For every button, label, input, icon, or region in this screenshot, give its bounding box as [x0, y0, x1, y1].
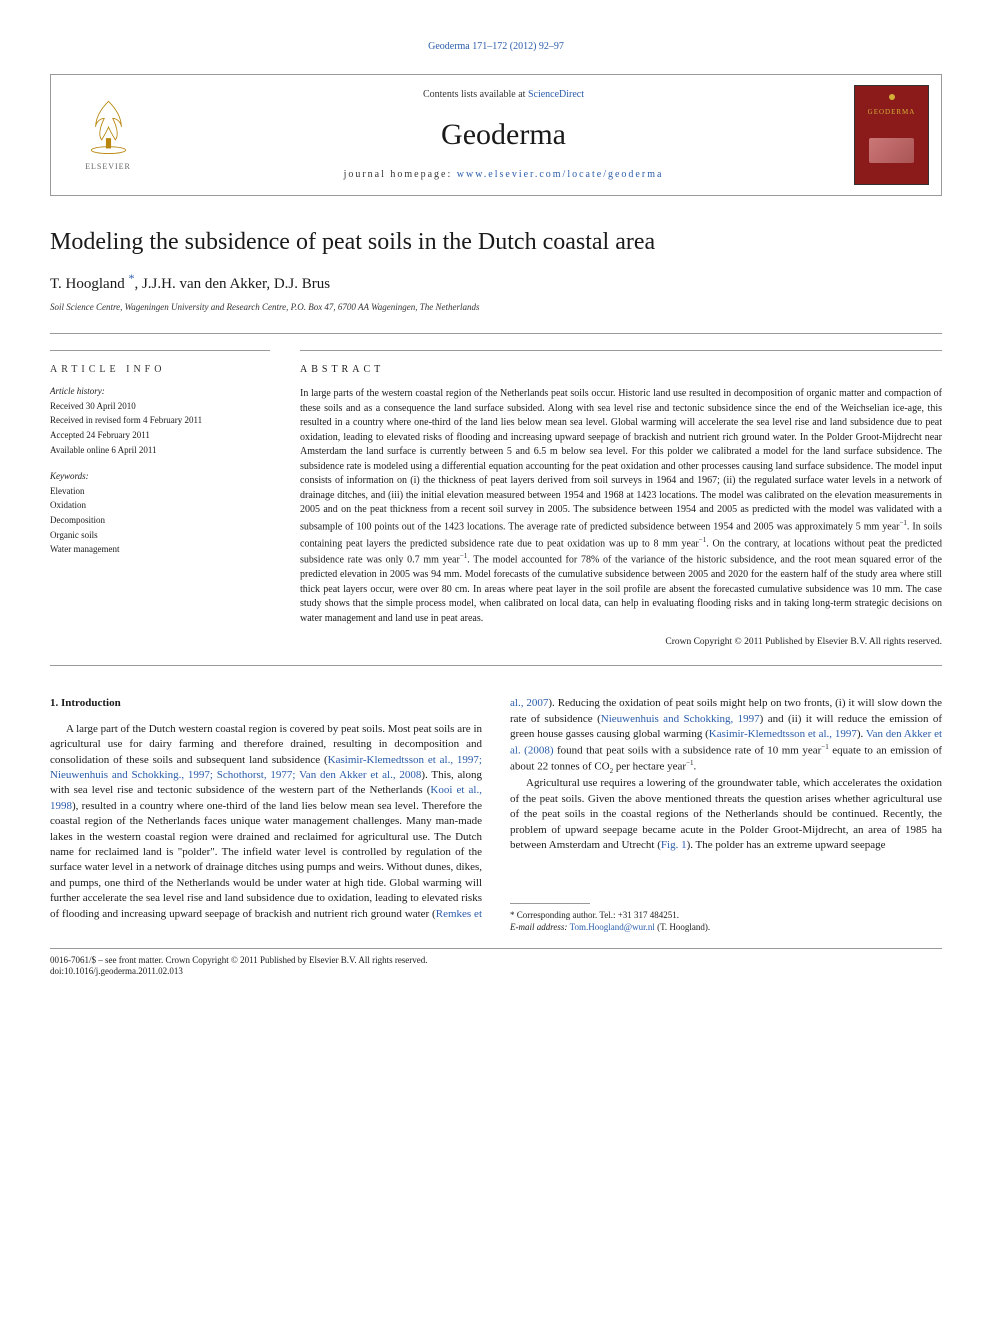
abstract-text: In large parts of the western coastal re…: [300, 388, 942, 532]
body-text: per hectare year: [613, 760, 686, 772]
header-middle: Contents lists available at ScienceDirec…: [153, 88, 854, 182]
history-accepted: Accepted 24 February 2011: [50, 429, 270, 442]
body-text: ).: [857, 728, 866, 740]
cover-image-icon: [869, 138, 914, 163]
journal-header-box: ELSEVIER Contents lists available at Sci…: [50, 74, 942, 196]
keyword-item: Organic soils: [50, 529, 270, 542]
history-received: Received 30 April 2010: [50, 400, 270, 413]
superscript: −1: [821, 743, 828, 751]
elsevier-tree-icon: [81, 97, 136, 157]
citation-link[interactable]: Kasimir-Klemedtsson et al., 1997: [709, 728, 857, 740]
email-label: E-mail address:: [510, 922, 570, 932]
abstract-heading: ABSTRACT: [300, 363, 942, 377]
history-online: Available online 6 April 2011: [50, 444, 270, 457]
cover-dot-icon: [889, 94, 895, 100]
footnote-tel: +31 317 484251.: [618, 910, 679, 920]
keyword-item: Water management: [50, 543, 270, 556]
publisher-logo: ELSEVIER: [63, 85, 153, 185]
keyword-item: Oxidation: [50, 499, 270, 512]
publisher-name: ELSEVIER: [85, 161, 131, 172]
author-1: T. Hoogland: [50, 276, 128, 292]
journal-name: Geoderma: [153, 114, 854, 156]
homepage-prefix: journal homepage:: [344, 169, 457, 180]
journal-cover-thumbnail: GEODERMA: [854, 85, 929, 185]
article-info-column: ARTICLE INFO Article history: Received 3…: [50, 350, 270, 649]
meta-abstract-row: ARTICLE INFO Article history: Received 3…: [50, 333, 942, 666]
citation-link[interactable]: Nieuwenhuis and Schokking, 1997: [601, 713, 760, 725]
body-text: found that peat soils with a subsidence …: [554, 744, 822, 756]
corresponding-footnote: * Corresponding author. Tel.: +31 317 48…: [510, 910, 942, 922]
email-suffix: (T. Hoogland).: [655, 922, 710, 932]
footer-doi-line: doi:10.1016/j.geoderma.2011.02.013: [50, 966, 942, 978]
paragraph: Agricultural use requires a lowering of …: [510, 776, 942, 853]
page-footer: 0016-7061/$ – see front matter. Crown Co…: [50, 948, 942, 978]
abstract-copyright: Crown Copyright © 2011 Published by Else…: [300, 636, 942, 649]
doi-label: doi:: [50, 966, 64, 976]
footnote-text: * Corresponding author. Tel.:: [510, 910, 618, 920]
body-columns: 1. Introduction A large part of the Dutc…: [50, 696, 942, 933]
authors-line: T. Hoogland *, J.J.H. van den Akker, D.J…: [50, 270, 942, 295]
keywords-label: Keywords:: [50, 470, 270, 483]
superscript: −1: [686, 759, 693, 767]
doi-link[interactable]: 10.1016/j.geoderma.2011.02.013: [64, 966, 183, 976]
abstract-body: In large parts of the western coastal re…: [300, 387, 942, 626]
cover-title: GEODERMA: [868, 108, 916, 118]
contents-list-line: Contents lists available at ScienceDirec…: [153, 88, 854, 102]
email-footnote: E-mail address: Tom.Hoogland@wur.nl (T. …: [510, 922, 942, 934]
email-link[interactable]: Tom.Hoogland@wur.nl: [570, 922, 655, 932]
figure-link[interactable]: Fig. 1: [661, 839, 687, 851]
footnote-rule: [510, 903, 590, 904]
authors-rest: , J.J.H. van den Akker, D.J. Brus: [134, 276, 330, 292]
footnotes: * Corresponding author. Tel.: +31 317 48…: [510, 910, 942, 933]
section-heading: 1. Introduction: [50, 696, 482, 711]
body-text: ). The polder has an extreme upward seep…: [687, 839, 886, 851]
article-title: Modeling the subsidence of peat soils in…: [50, 226, 942, 260]
affiliation: Soil Science Centre, Wageningen Universi…: [50, 301, 942, 314]
journal-homepage-line: journal homepage: www.elsevier.com/locat…: [153, 168, 854, 182]
sciencedirect-link[interactable]: ScienceDirect: [528, 89, 584, 100]
article-info-heading: ARTICLE INFO: [50, 363, 270, 377]
journal-ref: Geoderma 171–172 (2012) 92–97: [50, 40, 942, 54]
body-text: .: [694, 760, 697, 772]
history-label: Article history:: [50, 385, 270, 398]
contents-prefix: Contents lists available at: [423, 89, 528, 100]
history-revised: Received in revised form 4 February 2011: [50, 414, 270, 427]
keyword-item: Elevation: [50, 485, 270, 498]
superscript: −1: [899, 519, 906, 527]
footer-copyright: 0016-7061/$ – see front matter. Crown Co…: [50, 955, 942, 967]
abstract-column: ABSTRACT In large parts of the western c…: [300, 350, 942, 649]
keyword-item: Decomposition: [50, 514, 270, 527]
homepage-link[interactable]: www.elsevier.com/locate/geoderma: [457, 169, 664, 180]
